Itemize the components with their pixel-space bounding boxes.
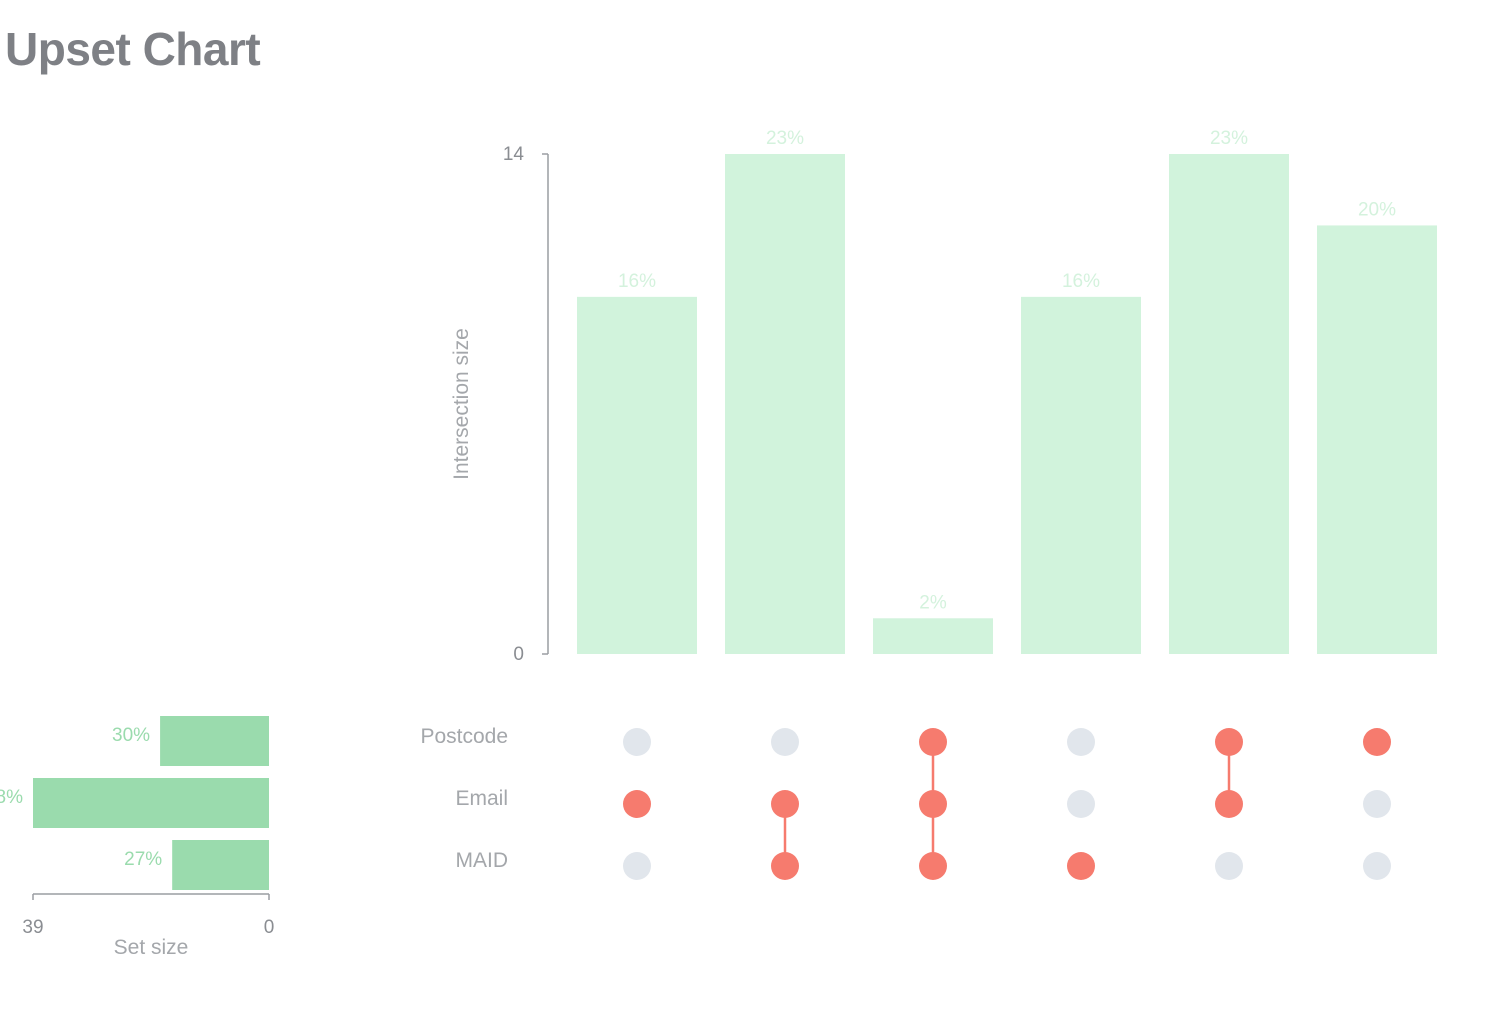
matrix-dot-inactive [1067, 728, 1095, 756]
set-name-label: MAID [456, 849, 509, 872]
y-axis-label: Intersection size [450, 328, 473, 480]
intersection-bar [1317, 225, 1437, 654]
set-size-bar [172, 840, 269, 890]
intersection-bar-label: 20% [1358, 199, 1396, 220]
intersection-bar [1169, 154, 1289, 654]
matrix-dot-inactive [1363, 852, 1391, 880]
y-tick-label-min: 0 [513, 644, 524, 665]
intersection-bar-label: 23% [1210, 128, 1248, 149]
matrix-dot-active [1215, 790, 1243, 818]
set-size-bar [160, 716, 269, 766]
intersection-bar-label: 2% [919, 592, 947, 613]
intersection-bar [577, 296, 697, 654]
intersection-bar-label: 16% [618, 271, 656, 292]
matrix-dot-inactive [1363, 790, 1391, 818]
set-size-tick-label-min: 0 [264, 917, 275, 938]
matrix-dot-active [1067, 852, 1095, 880]
matrix-dot-active [919, 790, 947, 818]
matrix-dot-active [1215, 728, 1243, 756]
set-size-axis-label: Set size [114, 936, 189, 959]
set-name-label: Postcode [420, 725, 508, 748]
set-name-label: Email [455, 787, 508, 810]
set-size-bar-label: 30% [112, 725, 150, 746]
y-tick-label-max: 14 [503, 144, 525, 165]
intersection-bar-label: 16% [1062, 271, 1100, 292]
set-size-bar [33, 778, 269, 828]
intersection-bar-label: 23% [766, 128, 804, 149]
matrix-dot-inactive [1215, 852, 1243, 880]
matrix-dot-active [771, 852, 799, 880]
matrix-dot-inactive [623, 852, 651, 880]
matrix-dot-active [623, 790, 651, 818]
matrix-dot-active [771, 790, 799, 818]
set-size-bar-label: 38% [0, 787, 23, 808]
intersection-bar [873, 618, 993, 654]
matrix-dot-inactive [1067, 790, 1095, 818]
matrix-dot-inactive [771, 728, 799, 756]
matrix-dot-active [919, 852, 947, 880]
matrix-dot-inactive [623, 728, 651, 756]
set-size-tick-label-max: 39 [22, 917, 43, 938]
intersection-bar [1021, 296, 1141, 654]
intersection-bar [725, 154, 845, 654]
matrix-dot-active [919, 728, 947, 756]
matrix-dot-active [1363, 728, 1391, 756]
set-size-bar-label: 27% [124, 849, 162, 870]
chart-title: Upset Chart [5, 23, 261, 75]
